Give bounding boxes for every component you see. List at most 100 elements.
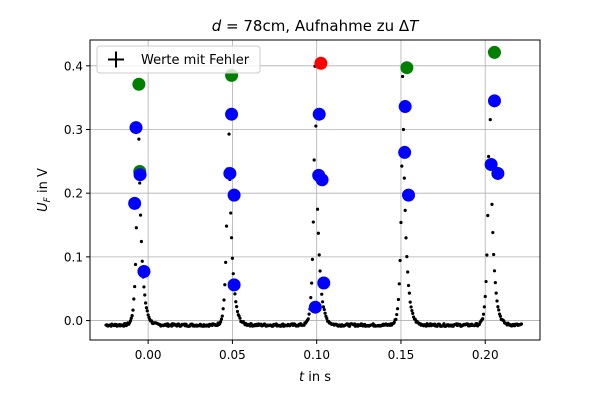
sample-point [316,231,320,235]
sample-point [221,307,225,311]
sample-point [321,305,326,309]
sample-point [492,252,496,257]
sample-point [481,317,485,321]
sample-point [129,316,133,320]
y-tick-label: 0.0 [64,314,83,328]
marked-point-blue [137,265,151,279]
sample-point [395,307,400,311]
sample-point [323,311,327,315]
sample-point [238,316,242,320]
sample-point [497,308,501,312]
sample-point [320,300,325,304]
marked-point-blue [223,166,237,180]
y-tick-label: 0.2 [64,187,83,201]
marked-point-blue [487,94,501,108]
marked-point-green [400,61,414,75]
y-tick-label: 0.4 [64,59,83,73]
marked-point-green [487,45,501,59]
y-axis-label: UF in V [36,168,53,212]
sample-point [138,181,142,185]
sample-point [133,284,137,289]
y-axis-label-text: in V [36,168,51,197]
sample-point [394,317,398,321]
marked-point-blue [491,166,505,180]
sample-point [406,270,410,274]
title-var-t: T [409,17,420,35]
sample-point [134,226,138,230]
sample-point [398,258,402,263]
marked-points [128,45,505,314]
sample-point [139,239,143,244]
chart-title: d = 78cm, Aufnahme zu ΔT [212,17,420,35]
marked-point-red [314,56,328,70]
legend: Werte mit Fehler [96,45,261,74]
sample-point [481,312,486,316]
sample-point [310,257,315,261]
sample-point [222,298,226,302]
marked-point-blue [317,276,331,290]
sample-point [318,269,322,273]
sample-point [401,127,406,132]
marked-point-blue [312,107,326,121]
axes-frame [89,39,541,341]
sample-point [405,255,409,259]
sample-point [131,308,135,312]
x-tick-label: 0.20 [472,348,499,362]
legend-plus-marker [108,51,124,68]
sample-point [410,308,414,313]
sample-point [312,158,316,162]
sample-point [404,236,408,240]
sample-point [403,208,407,213]
sample-point [311,220,315,224]
sample-point [224,224,229,228]
marked-point-blue [227,278,241,292]
sample-point [495,299,499,303]
sample-point [397,282,401,286]
y-tick-label: 0.1 [64,250,83,264]
sample-point [396,297,401,302]
sample-point [482,305,486,309]
sample-point [219,317,224,321]
sample-point [306,317,310,321]
sample-point [399,220,403,225]
sample-point [395,312,399,317]
sample-point [130,314,134,318]
marked-point-blue [133,168,147,182]
marked-point-blue [398,145,412,159]
sample-point [307,312,311,316]
x-tick-label: 0.15 [388,348,415,362]
y-axis-label-var: U [36,202,51,212]
sample-point [229,211,233,215]
sample-point [224,260,228,264]
sample-point [392,320,396,325]
sample-point [401,74,405,79]
sample-point [137,137,141,141]
marked-point-blue [227,188,241,202]
sample-point [322,307,326,312]
sample-point [325,316,329,321]
sample-point [146,313,150,317]
sample-point [488,118,492,122]
sample-point [220,314,224,318]
sample-point [442,322,446,326]
sample-point [315,207,320,211]
marked-point-blue [484,158,498,172]
sample-point [138,213,143,217]
sample-point [407,291,411,295]
sample-point [320,292,324,296]
sample-point [314,124,318,128]
sample-point [310,281,314,285]
sample-point [233,292,237,296]
x-tick-label: 0.00 [135,348,162,362]
sample-point [235,309,240,314]
x-axis-ticks: 0.00 0.05 0.10 0.15 0.20 [135,340,499,362]
sample-point [483,294,487,299]
x-axis-label-text: in s [304,370,331,385]
sample-point [493,281,497,285]
sample-point [144,301,148,305]
sample-point [487,154,491,159]
marked-point-blue [398,100,412,114]
marked-point-blue [402,188,416,202]
sample-point [309,296,313,300]
